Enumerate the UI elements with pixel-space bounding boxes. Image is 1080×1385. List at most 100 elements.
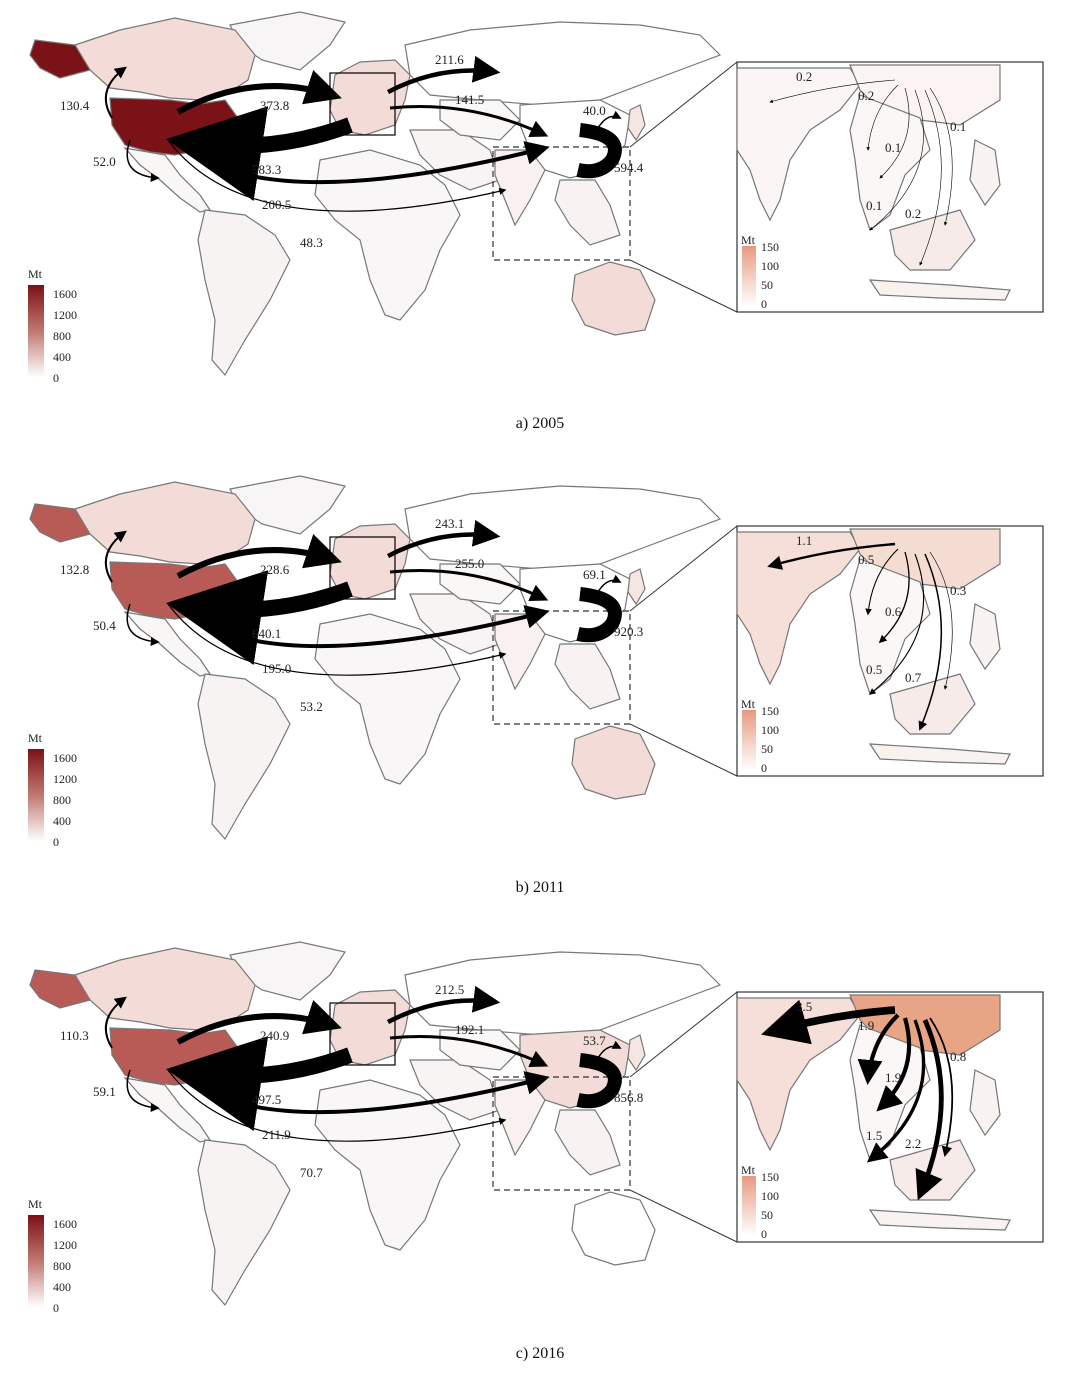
inset-flow-arrow-thailand bbox=[879, 87, 910, 179]
australia bbox=[571, 1191, 656, 1266]
inset-indonesia bbox=[868, 279, 1011, 301]
southeast-asia-inset: 1.1 0.5 0.6 0.5 0.7 0.3 Mt 150 100 50 0 bbox=[736, 525, 1044, 777]
south-america bbox=[197, 209, 291, 377]
flow-arrow-usa-alaska bbox=[104, 66, 127, 119]
flow-arrow-usa-europe bbox=[176, 999, 342, 1045]
southeast-asia bbox=[554, 1109, 621, 1176]
main-legend-tick: 800 bbox=[53, 793, 71, 807]
inset-flow-label-indonesia: 0.2 bbox=[905, 206, 921, 221]
inset-flow-arrow-myanmar bbox=[865, 548, 899, 616]
flow-arrow-europe-russia bbox=[386, 55, 501, 94]
inset-legend-tick: 0 bbox=[761, 1227, 767, 1241]
inset-flow-arrow-philippines bbox=[929, 1017, 954, 1158]
panel-caption: b) 2011 bbox=[515, 879, 565, 896]
world-landmass bbox=[29, 11, 722, 377]
asia-zoom-box bbox=[492, 146, 631, 261]
map-panel-2: 132.8 50.4 228.6 640.1 195.0 53.2 243.1 … bbox=[0, 464, 1080, 919]
japan bbox=[627, 568, 646, 606]
flow-label-europe-russia: 211.6 bbox=[435, 52, 464, 67]
russia bbox=[404, 951, 722, 1036]
inset-flow-arrow-indonesia bbox=[915, 1019, 944, 1201]
inset-flow-arrow-malaysia bbox=[869, 89, 924, 231]
inset-legend-colorbar bbox=[742, 246, 756, 306]
main-legend-tick: 800 bbox=[53, 329, 71, 343]
inset-flow-arrow-philippines bbox=[929, 87, 953, 226]
india bbox=[494, 613, 546, 691]
map-panel-3: 110.3 59.1 240.9 497.5 211.9 70.7 212.5 … bbox=[0, 930, 1080, 1385]
flow-label-usa-mexico: 50.4 bbox=[93, 618, 116, 633]
europe bbox=[329, 523, 411, 600]
flow-label-usa-mexico: 52.0 bbox=[93, 154, 116, 169]
inset-philippines bbox=[969, 603, 1001, 671]
flow-arrow-usa-mexico bbox=[126, 139, 160, 182]
main-legend-colorbar bbox=[28, 749, 44, 841]
flow-map: 130.4 52.0 373.8 583.3 200.5 48.3 211.6 … bbox=[28, 11, 1044, 385]
inset-flow-label-philippines: 0.1 bbox=[950, 119, 966, 134]
flow-label-europe-russia: 212.5 bbox=[435, 982, 464, 997]
main-legend-tick: 1600 bbox=[53, 751, 77, 765]
alaska bbox=[29, 39, 91, 79]
flow-arrow-china-self bbox=[576, 587, 622, 643]
main-legend-tick: 1600 bbox=[53, 287, 77, 301]
europe bbox=[329, 59, 411, 136]
southeast-asia-inset: 0.2 0.2 0.1 0.1 0.2 0.1 Mt 150 100 50 0 bbox=[736, 61, 1044, 313]
inset-flow-label-philippines: 0.3 bbox=[950, 583, 966, 598]
flow-arrow-usa-china bbox=[173, 602, 550, 649]
southeast-asia bbox=[554, 179, 621, 246]
flow-label-europe-china: 255.0 bbox=[455, 556, 484, 571]
flow-arrow-usa-alaska bbox=[104, 530, 127, 583]
inset-flow-arrow-philippines bbox=[929, 551, 953, 690]
russia bbox=[404, 21, 722, 106]
flow-arrow-china-japan bbox=[597, 1040, 622, 1059]
inset-flow-label-philippines: 0.8 bbox=[950, 1049, 966, 1064]
flow-arrow-china-self bbox=[576, 1053, 622, 1109]
inset-indonesia bbox=[868, 743, 1011, 765]
japan bbox=[627, 104, 646, 142]
panel-caption: c) 2016 bbox=[515, 1345, 565, 1362]
flow-arrow-usa-alaska bbox=[104, 996, 127, 1049]
south-america bbox=[197, 673, 291, 841]
japan bbox=[627, 1034, 646, 1072]
inset-flow-arrows bbox=[769, 79, 953, 266]
canada bbox=[74, 481, 256, 565]
inset-flow-label-myanmar: 0.2 bbox=[858, 88, 874, 103]
flow-arrow-europe-usa bbox=[166, 106, 353, 202]
flow-arrow-europe-russia bbox=[386, 985, 501, 1024]
inset-flow-arrow-indonesia bbox=[918, 553, 943, 731]
main-legend-title: Mt bbox=[28, 267, 43, 281]
canada bbox=[74, 947, 256, 1031]
zoom-leader-bottom bbox=[629, 723, 738, 777]
europe bbox=[329, 989, 411, 1066]
australia bbox=[571, 725, 656, 800]
flow-label-china-japan: 69.1 bbox=[583, 567, 606, 582]
flow-label-usa-china: 211.9 bbox=[262, 1127, 291, 1142]
asia-zoom-box bbox=[492, 1076, 631, 1191]
inset-malaysia-borneo bbox=[889, 209, 976, 271]
inset-legend-tick: 0 bbox=[761, 297, 767, 311]
main-legend-tick: 400 bbox=[53, 1280, 71, 1294]
inset-flow-label-thailand: 0.1 bbox=[885, 140, 901, 155]
inset-philippines bbox=[969, 139, 1001, 207]
main-legend-colorbar bbox=[28, 1215, 44, 1307]
flow-map: 110.3 59.1 240.9 497.5 211.9 70.7 212.5 … bbox=[28, 941, 1044, 1315]
main-legend-tick: 1200 bbox=[53, 1238, 77, 1252]
flow-arrow-usa-china bbox=[173, 138, 550, 185]
inset-flow-label-indonesia: 0.7 bbox=[905, 670, 922, 685]
flow-label-usa-china: 195.0 bbox=[262, 661, 291, 676]
zoom-leader-top bbox=[629, 991, 738, 1078]
inset-flow-label-malaysia: 0.1 bbox=[866, 198, 882, 213]
inset-malaysia-borneo bbox=[889, 673, 976, 735]
main-legend-tick: 400 bbox=[53, 350, 71, 364]
flow-label-usa-alaska: 110.3 bbox=[60, 1028, 89, 1043]
flow-arrow-usa-europe bbox=[176, 533, 342, 579]
flow-arrow-usa-india bbox=[167, 139, 507, 212]
flow-map: 132.8 50.4 228.6 640.1 195.0 53.2 243.1 … bbox=[28, 475, 1044, 849]
flow-arrow-usa-mexico bbox=[126, 603, 160, 646]
inset-legend-title: Mt bbox=[741, 697, 756, 711]
flow-label-europe-china: 141.5 bbox=[455, 92, 484, 107]
inset-legend-tick: 150 bbox=[761, 240, 779, 254]
main-legend-tick: 800 bbox=[53, 1259, 71, 1273]
inset-flow-arrow-myanmar bbox=[857, 1013, 900, 1085]
inset-legend-tick: 50 bbox=[761, 1208, 773, 1222]
flow-label-china-self: 594.4 bbox=[614, 160, 644, 175]
